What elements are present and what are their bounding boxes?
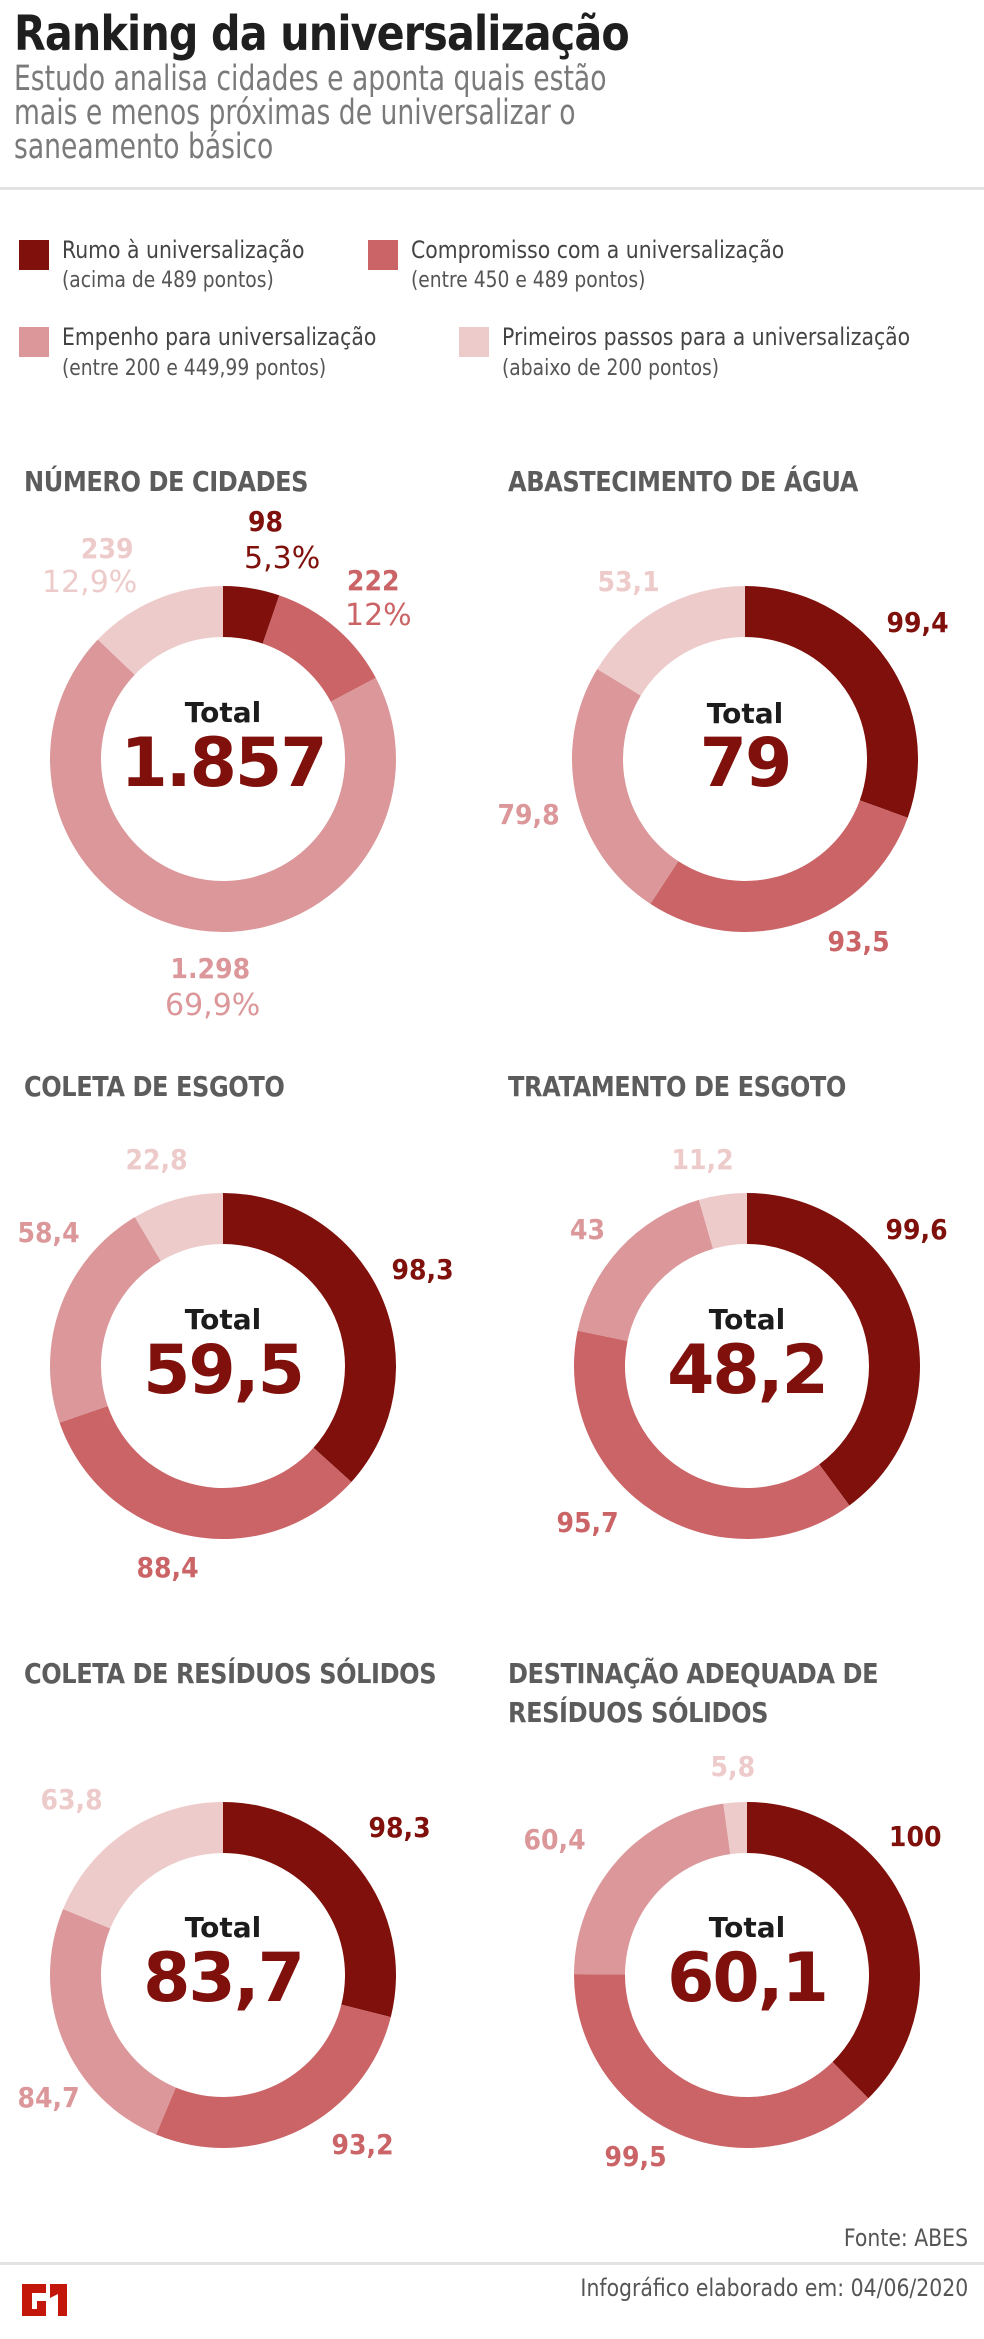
value-label-compromisso: 93,2 (331, 2128, 394, 2161)
donut-slice-primeiros-passos (698, 1193, 747, 1249)
value-label-primeiros: 239 (80, 532, 134, 565)
donut-slice-empenho (577, 1199, 714, 1342)
total-value: 83,7 (143, 1939, 305, 2018)
page-title: Ranking da universalização (14, 6, 630, 62)
value-label-compromisso: 99,5 (604, 2140, 667, 2173)
total-value: 60,1 (667, 1939, 829, 2018)
total-value: 79 (699, 724, 793, 803)
donut-slice-rumo (223, 1802, 397, 2018)
infographic-date: Infográfico elaborado em: 04/06/2020 (580, 2274, 968, 2302)
legend-swatch-primeiros-passos (459, 327, 489, 357)
chart-title: DESTINAÇÃO ADEQUADA DE (508, 1657, 879, 1690)
page-subtitle: Estudo analisa cidades e aponta quais es… (14, 59, 774, 167)
total-label: Total (706, 697, 784, 730)
donut-slice-rumo (745, 586, 918, 818)
g1-logo-icon (22, 2284, 67, 2316)
legend-range-rumo: (acima de 489 pontos) (62, 268, 274, 293)
value-label-rumo: 100 (888, 1820, 942, 1853)
subtitle-line: saneamento básico (14, 127, 274, 167)
total-label: Total (184, 1303, 262, 1336)
value-label-empenho: 84,7 (17, 2081, 80, 2114)
donut-slice-primeiros-passos (134, 1193, 223, 1262)
value-label-rumo: 98 (247, 505, 284, 538)
footer-divider (0, 2262, 984, 2265)
donut-slice-empenho (49, 1217, 161, 1423)
donut-slice-primeiros-passos (97, 586, 223, 675)
chart-title: NÚMERO DE CIDADES (24, 465, 309, 498)
percent-label-empenho: 69,9% (165, 988, 261, 1023)
value-label-empenho: 1.298 (170, 952, 251, 985)
donut-slice-rumo (747, 1801, 921, 2099)
donut-slice-empenho (49, 639, 396, 932)
total-label: Total (708, 1911, 786, 1944)
legend-swatch-rumo (19, 240, 49, 270)
value-label-compromisso: 88,4 (136, 1551, 199, 1584)
donut-slice-primeiros-passos (63, 1802, 224, 1929)
value-label-primeiros: 63,8 (40, 1783, 103, 1816)
legend-range-primeiros-passos: (abaixo de 200 pontos) (502, 356, 720, 381)
subtitle-line: Estudo analisa cidades e aponta quais es… (14, 59, 607, 99)
total-label: Total (184, 1911, 262, 1944)
value-label-empenho: 43 (569, 1213, 606, 1246)
donut-slice-rumo (747, 1193, 920, 1506)
value-label-rumo: 99,4 (886, 606, 949, 639)
total-value: 1.857 (120, 724, 327, 803)
source-credit: Fonte: ABES (843, 2224, 968, 2252)
chart-title: ABASTECIMENTO DE ÁGUA (508, 465, 858, 498)
legend-range-compromisso: (entre 450 e 489 pontos) (411, 268, 646, 293)
percent-label-primeiros: 12,9% (42, 565, 138, 600)
donut-slice-empenho (572, 669, 679, 904)
value-label-rumo: 99,6 (885, 1213, 948, 1246)
percent-label-compromisso: 12% (345, 598, 412, 633)
value-label-compromisso: 95,7 (556, 1506, 619, 1539)
percent-label-rumo: 5,3% (244, 541, 321, 576)
legend-range-empenho: (entre 200 e 449,99 pontos) (62, 356, 327, 381)
donut-slice-compromisso (59, 1405, 352, 1539)
donut-slice-compromisso (156, 2004, 391, 2148)
donut-slice-empenho (49, 1908, 176, 2135)
header-divider (0, 187, 984, 190)
total-value: 48,2 (667, 1331, 829, 1410)
value-label-primeiros: 5,8 (710, 1750, 756, 1783)
value-label-compromisso: 93,5 (827, 925, 890, 958)
chart-title: COLETA DE ESGOTO (24, 1070, 285, 1103)
donut-slice-primeiros-passos (597, 586, 745, 696)
value-label-primeiros: 11,2 (671, 1143, 734, 1176)
total-label: Total (184, 696, 262, 729)
donut-slice-compromisso (650, 800, 908, 933)
donut-slice-empenho (574, 1803, 731, 1975)
chart-title: COLETA DE RESÍDUOS SÓLIDOS (24, 1657, 437, 1690)
value-label-primeiros: 53,1 (597, 565, 660, 598)
legend-swatch-compromisso (368, 240, 398, 270)
legend-label-primeiros-passos: Primeiros passos para a universalização (502, 323, 911, 351)
donut-slice-rumo (223, 586, 280, 644)
donut-slice-primeiros-passos (723, 1802, 747, 1855)
subtitle-line: mais e menos próximas de universalizar o (14, 93, 576, 133)
value-label-compromisso: 222 (346, 564, 400, 597)
legend-label-compromisso: Compromisso com a universalização (411, 236, 785, 264)
value-label-rumo: 98,3 (368, 1811, 431, 1844)
chart-title: TRATAMENTO DE ESGOTO (508, 1070, 846, 1103)
legend-label-rumo: Rumo à universalização (62, 236, 305, 264)
legend-swatch-empenho (19, 327, 49, 357)
donut-slice-rumo (223, 1193, 396, 1482)
value-label-empenho: 58,4 (17, 1216, 80, 1249)
value-label-primeiros: 22,8 (125, 1143, 188, 1176)
value-label-empenho: 79,8 (497, 798, 560, 831)
donut-slice-compromisso (262, 595, 376, 702)
legend-label-empenho: Empenho para universalização (62, 323, 377, 351)
donut-slice-compromisso (574, 1974, 869, 2148)
chart-title-line-2: RESÍDUOS SÓLIDOS (508, 1696, 769, 1729)
value-label-empenho: 60,4 (523, 1823, 586, 1856)
value-label-rumo: 98,3 (391, 1253, 454, 1286)
total-value: 59,5 (143, 1331, 305, 1410)
total-label: Total (708, 1303, 786, 1336)
donut-slice-compromisso (574, 1330, 850, 1539)
